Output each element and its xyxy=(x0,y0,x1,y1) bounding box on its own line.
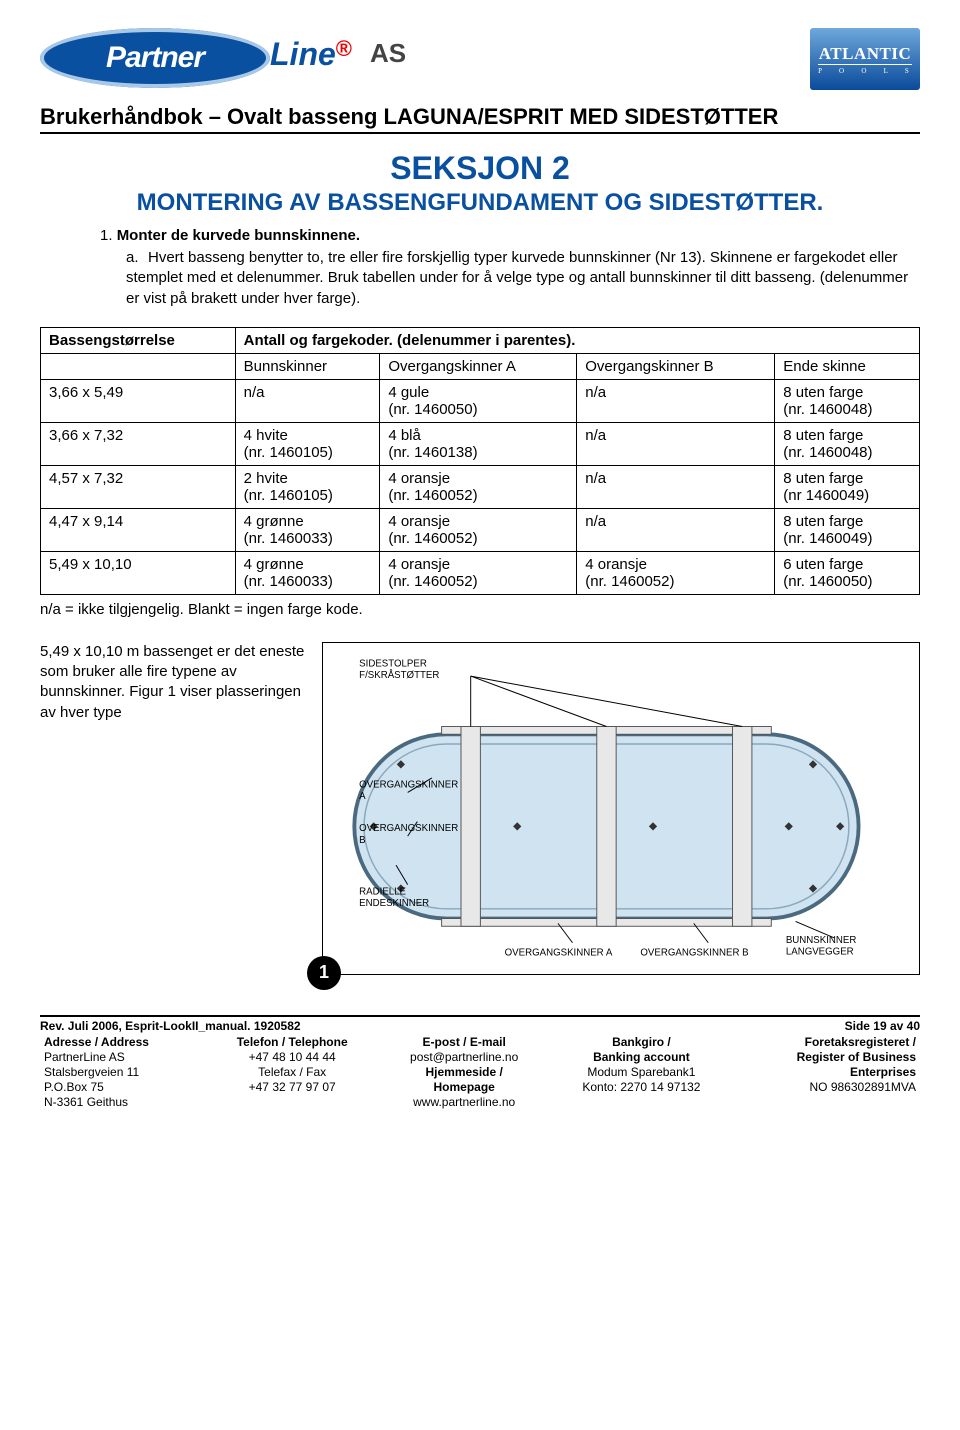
partnerline-logo: Partner Line® AS xyxy=(40,28,440,98)
label-overgang-b-bottom: OVERGANGSKINNER B xyxy=(640,947,748,958)
table-row: 4,57 x 7,32 2 hvite(nr. 1460105) 4 orans… xyxy=(41,465,920,508)
label-overgang-a-bottom: OVERGANGSKINNER A xyxy=(505,947,613,958)
header-row: Partner Line® AS ATLANTIC P O O L S xyxy=(40,28,920,98)
label-bunnskinner: BUNNSKINNER LANGVEGGER xyxy=(786,935,859,958)
step-body: Hvert basseng benytter to, tre eller fir… xyxy=(126,249,908,307)
table-subheader-row: Bunnskinner Overgangskinner A Overgangsk… xyxy=(41,353,920,379)
table-row: 3,66 x 5,49 n/a 4 gule(nr. 1460050) n/a … xyxy=(41,379,920,422)
figure-text: 5,49 x 10,10 m bassenget er det eneste s… xyxy=(40,642,310,975)
pool-diagram: SIDESTOLPER F/SKRÅSTØTTER OVERGANGSKINNE… xyxy=(327,647,915,967)
atlantic-text: ATLANTIC xyxy=(819,44,911,64)
step-number: 1. xyxy=(100,227,113,244)
figure-box: SIDESTOLPER F/SKRÅSTØTTER OVERGANGSKINNE… xyxy=(322,642,920,975)
doc-title: Brukerhåndbok – Ovalt basseng LAGUNA/ESP… xyxy=(40,104,778,129)
footer-rev: Rev. Juli 2006, Esprit-LookII_manual. 19… xyxy=(40,1019,301,1033)
section-title: SEKSJON 2 xyxy=(40,150,920,187)
logo-partner-text: Partner xyxy=(106,41,204,75)
label-sidestolper: SIDESTOLPER F/SKRÅSTØTTER xyxy=(359,658,439,681)
atlantic-sub: P O O L S xyxy=(818,64,912,75)
footer-page: Side 19 av 40 xyxy=(845,1019,920,1033)
table-row: 4,47 x 9,14 4 grønne(nr. 1460033) 4 oran… xyxy=(41,508,920,551)
table-row: 5,49 x 10,10 4 grønne(nr. 1460033) 4 ora… xyxy=(41,551,920,594)
table-note: n/a = ikke tilgjengelig. Blankt = ingen … xyxy=(40,601,920,618)
logo-as-text: AS xyxy=(370,38,406,69)
footer-table: Adresse / Address Telefon / Telephone E-… xyxy=(40,1035,920,1110)
step-title: Monter de kurvede bunnskinnene. xyxy=(117,227,360,244)
section-subtitle: MONTERING AV BASSENGFUNDAMENT OG SIDESTØ… xyxy=(40,189,920,217)
parts-table: Bassengstørrelse Antall og fargekoder. (… xyxy=(40,327,920,595)
figure-number-badge: 1 xyxy=(307,956,341,990)
th-right: Antall og fargekoder. (delenummer i pare… xyxy=(235,327,919,353)
atlantic-logo: ATLANTIC P O O L S xyxy=(810,28,920,90)
table-row: 3,66 x 7,32 4 hvite(nr. 1460105) 4 blå(n… xyxy=(41,422,920,465)
step-letter: a. xyxy=(126,248,148,268)
logo-line-text: Line® xyxy=(270,36,352,73)
th-left: Bassengstørrelse xyxy=(41,327,236,353)
